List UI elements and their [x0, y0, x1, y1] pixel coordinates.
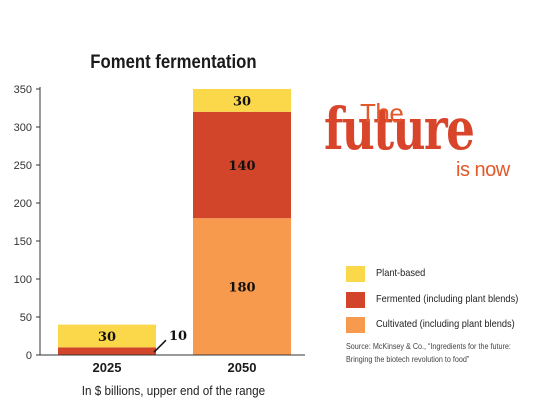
legend-label-cultivated: Cultivated (including plant blends)	[376, 318, 515, 330]
legend-swatch-cultivated	[346, 317, 365, 333]
bar-segment	[193, 218, 291, 355]
data-label: 10	[169, 329, 187, 344]
data-label-leader	[153, 339, 167, 353]
legend-swatch-fermented	[346, 292, 365, 308]
brand-word-the: The	[360, 98, 404, 128]
brand-word-future: future	[324, 95, 475, 163]
source-note: Source: McKinsey & Co., “Ingredients for…	[346, 342, 511, 364]
bar-segment	[193, 111, 291, 219]
y-tick-label: 0	[26, 350, 32, 362]
legend-swatch-plant-based	[346, 266, 365, 282]
data-label: 30	[233, 94, 251, 109]
y-tick-label: 50	[20, 312, 32, 324]
legend-label-plant-based: Plant-based	[376, 267, 426, 279]
y-tick-label: 100	[14, 274, 32, 286]
legend-label-fermented: Fermented (including plant blends)	[376, 293, 519, 305]
y-tick-label: 350	[14, 84, 32, 96]
data-label: 180	[228, 281, 255, 296]
y-tick-label: 250	[14, 160, 32, 172]
x-tick-label: 2050	[228, 360, 257, 375]
bar-segment	[58, 347, 156, 355]
brand-word-is-now: is now	[456, 159, 510, 181]
y-tick-label: 200	[14, 198, 32, 210]
x-tick-label: 2025	[93, 360, 122, 375]
x-axis-label: In $ billions, upper end of the range	[81, 383, 266, 398]
data-label: 30	[98, 330, 116, 345]
chart-title: Foment fermentation	[90, 52, 257, 73]
y-tick-label: 150	[14, 236, 32, 248]
bar-segment	[193, 89, 291, 112]
brand-logo: future The is now	[318, 96, 528, 191]
data-label: 140	[228, 159, 255, 174]
y-tick-label: 300	[14, 122, 32, 134]
bar-segment	[58, 324, 156, 348]
